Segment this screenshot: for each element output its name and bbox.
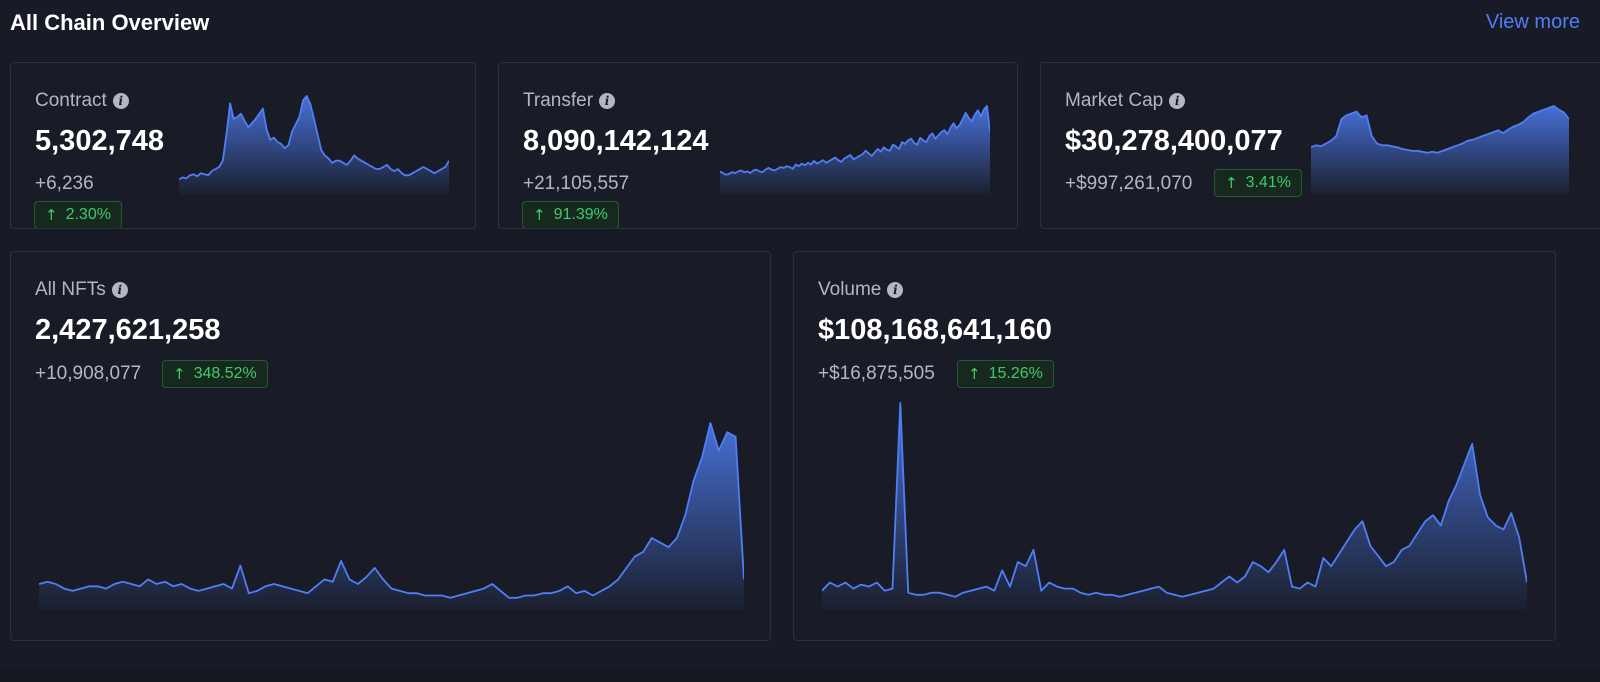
overview-header: All Chain Overview View more <box>10 8 1580 38</box>
all-nfts-card: All NFTs i 2,427,621,258 +10,908,077 ↑ 3… <box>10 251 771 641</box>
arrow-up-icon: ↑ <box>968 365 981 383</box>
contract-label: Contract <box>35 90 107 111</box>
transfer-area-fill <box>720 106 990 195</box>
contract-delta: +6,236 <box>35 173 94 194</box>
arrow-up-icon: ↑ <box>45 206 58 224</box>
contract-series-line <box>179 95 449 181</box>
info-icon[interactable]: i <box>599 93 616 109</box>
all-nfts-change-badge: ↑ 348.52% <box>162 360 268 388</box>
market-cap-card: Market Cap i $30,278,400,077 +$997,261,0… <box>1040 62 1600 229</box>
volume-value: $108,168,641,160 <box>818 314 1052 346</box>
volume-change-badge: ↑ 15.26% <box>957 360 1054 388</box>
transfer-card: Transfer i 8,090,142,124 +21,105,557 ↑ 9… <box>498 62 1018 229</box>
all_nfts-series-line <box>39 422 744 599</box>
section-title: All Chain Overview <box>10 10 210 35</box>
volume-area-chart <box>822 402 1527 610</box>
all-nfts-change-value: 348.52% <box>193 365 257 382</box>
all_nfts-area-fill <box>39 423 744 610</box>
all-nfts-label-row: All NFTs i <box>35 279 128 301</box>
transfer-delta: +21,105,557 <box>523 173 630 194</box>
page-bottom-edge <box>0 668 1600 682</box>
contract-sparkline <box>179 95 449 195</box>
transfer-series-line <box>720 105 990 176</box>
info-icon[interactable]: i <box>887 282 904 298</box>
market-cap-value: $30,278,400,077 <box>1065 125 1283 157</box>
arrow-up-icon: ↑ <box>173 365 186 383</box>
volume-series-line <box>822 402 1527 598</box>
arrow-up-icon: ↑ <box>533 206 546 224</box>
transfer-label-row: Transfer i <box>523 90 616 112</box>
view-more-link[interactable]: View more <box>1485 11 1580 33</box>
transfer-change-value: 91.39% <box>553 206 608 223</box>
info-icon[interactable]: i <box>111 282 128 298</box>
market_cap-area-fill <box>1311 106 1569 195</box>
market-cap-label: Market Cap <box>1065 90 1164 111</box>
info-icon[interactable]: i <box>1169 93 1186 109</box>
all-nfts-area-chart <box>39 422 744 610</box>
market-cap-change-badge: ↑ 3.41% <box>1214 169 1302 197</box>
all-nfts-value: 2,427,621,258 <box>35 314 221 346</box>
transfer-value: 8,090,142,124 <box>523 125 709 157</box>
transfer-sparkline <box>720 105 990 195</box>
market-cap-label-row: Market Cap i <box>1065 90 1186 112</box>
volume-area-fill <box>822 403 1527 610</box>
volume-label-row: Volume i <box>818 279 904 301</box>
transfer-change-badge: ↑ 91.39% <box>522 201 619 228</box>
market-cap-change-value: 3.41% <box>1245 174 1291 191</box>
contract-area-fill <box>179 96 449 195</box>
contract-change-badge: ↑ 2.30% <box>34 201 122 228</box>
arrow-up-icon: ↑ <box>1225 174 1238 192</box>
market_cap-series-line <box>1311 105 1569 154</box>
contract-label-row: Contract i <box>35 90 129 112</box>
contract-value: 5,302,748 <box>35 125 165 157</box>
contract-change-value: 2.30% <box>65 206 111 223</box>
all-nfts-label: All NFTs <box>35 279 106 300</box>
contract-card: Contract i 5,302,748 +6,236 ↑ 2.30% <box>10 62 476 229</box>
info-icon[interactable]: i <box>112 93 129 109</box>
market-cap-sparkline <box>1311 105 1569 195</box>
volume-card: Volume i $108,168,641,160 +$16,875,505 ↑… <box>793 251 1556 641</box>
volume-change-value: 15.26% <box>988 365 1043 382</box>
transfer-label: Transfer <box>523 90 594 111</box>
volume-delta: +$16,875,505 <box>818 363 935 384</box>
volume-label: Volume <box>818 279 882 300</box>
market-cap-delta: +$997,261,070 <box>1065 173 1193 194</box>
all-nfts-delta: +10,908,077 <box>35 363 142 384</box>
